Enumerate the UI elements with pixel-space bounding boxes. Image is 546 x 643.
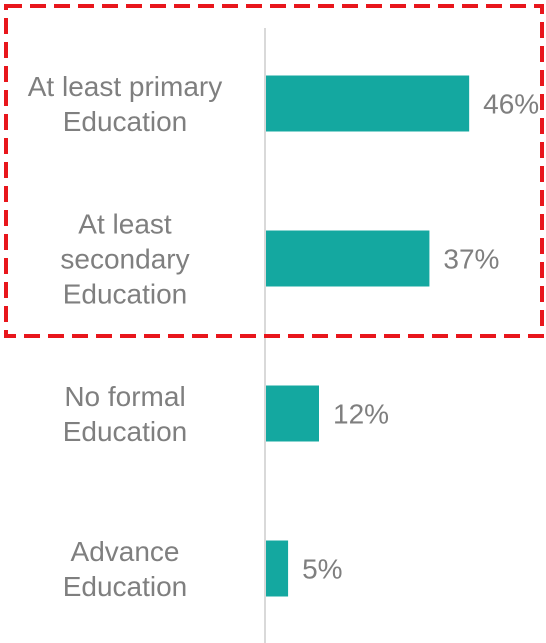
value-label: 12%	[333, 398, 390, 429]
bar	[266, 230, 430, 287]
value-label: 46%	[483, 88, 540, 119]
bar	[266, 75, 470, 132]
bar	[266, 540, 289, 597]
highlight-box	[4, 4, 544, 338]
value-label: 37%	[443, 243, 500, 274]
category-label: Advance Education	[62, 535, 188, 602]
category-label: At least primary Education	[27, 70, 223, 137]
bar	[266, 385, 319, 442]
category-label: No formal Education	[62, 380, 188, 447]
value-label: 5%	[302, 553, 343, 584]
category-label: At least secondary Education	[60, 208, 190, 309]
